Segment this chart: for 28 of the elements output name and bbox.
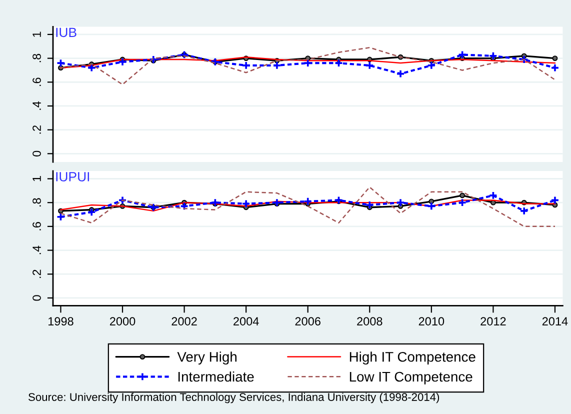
legend-label: High IT Competence bbox=[350, 352, 476, 365]
legend-label: Intermediate bbox=[178, 371, 254, 382]
y-tick-label: .4 bbox=[32, 246, 41, 254]
y-tick-label: .6 bbox=[32, 78, 41, 86]
legend-label: Low IT Competence bbox=[350, 372, 472, 384]
x-tick-label: 2000 bbox=[110, 317, 136, 326]
x-tick-label: 2010 bbox=[418, 317, 444, 326]
y-tick-label: .6 bbox=[32, 222, 41, 230]
x-tick-label: 1998 bbox=[48, 317, 74, 326]
y-tick-label: 0 bbox=[32, 150, 41, 156]
y-tick-label: .8 bbox=[32, 54, 41, 62]
x-tick-label: 2012 bbox=[480, 317, 506, 326]
x-tick-label: 2004 bbox=[234, 317, 259, 326]
y-tick-label: .2 bbox=[32, 125, 41, 134]
y-tick-label: 1 bbox=[32, 176, 41, 182]
chart-title: IUB bbox=[56, 28, 76, 38]
y-tick-label: 1 bbox=[32, 32, 41, 37]
x-tick-label: 2008 bbox=[357, 317, 382, 326]
x-tick-label: 2014 bbox=[542, 317, 568, 326]
y-tick-label: .8 bbox=[32, 198, 41, 206]
y-tick-label: .4 bbox=[32, 101, 41, 110]
legend-label: Very High bbox=[177, 352, 236, 365]
source-note: Source: University Information Technology Services, Indiana University (1998-2014) bbox=[28, 392, 440, 404]
x-tick-label: 2002 bbox=[172, 317, 197, 326]
y-tick-label: 0 bbox=[32, 295, 41, 301]
y-tick-label: .2 bbox=[32, 270, 41, 278]
x-tick-label: 2006 bbox=[295, 317, 320, 326]
chart-title: IUPUI bbox=[56, 172, 90, 182]
